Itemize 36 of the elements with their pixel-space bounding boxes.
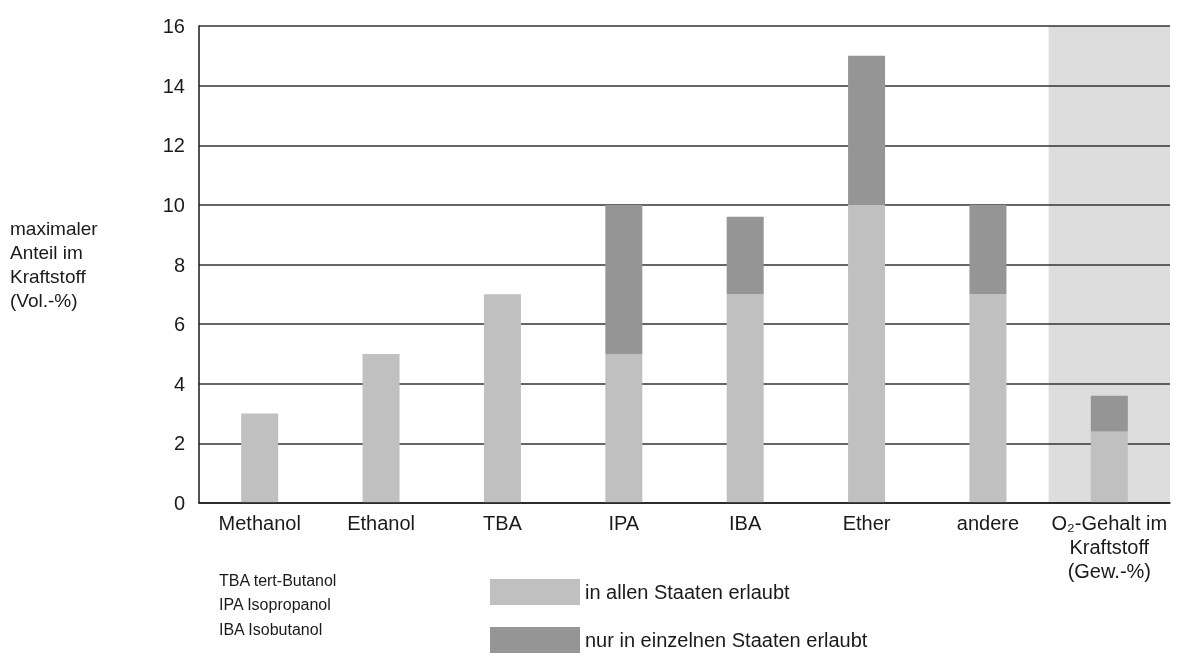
y-tick-label: 6 — [173, 313, 185, 336]
x-tick-label: O₂-Gehalt im Kraftstoff (Gew.-%) — [1051, 512, 1168, 582]
x-tick-label: Ether — [842, 512, 891, 534]
y-tick-label: 0 — [173, 492, 185, 514]
y-axis-title: maximaler Anteil im Kraftstoff (Vol.-%) — [10, 218, 99, 311]
bar — [483, 294, 521, 503]
x-tick-label: Methanol — [218, 512, 301, 534]
bar — [605, 204, 643, 354]
text: IBA Isobutanol — [219, 620, 323, 638]
bar — [969, 294, 1007, 503]
bar — [969, 204, 1007, 295]
bar — [848, 55, 886, 205]
bar — [241, 413, 279, 503]
bar — [726, 294, 764, 503]
y-tick-label: 16 — [162, 15, 185, 37]
legend-label: in allen Staaten erlaubt — [585, 581, 791, 603]
bar — [605, 353, 643, 503]
x-tick-label: TBA — [482, 512, 523, 534]
bar — [726, 216, 764, 295]
bar — [848, 204, 886, 503]
text: IPA Isopropanol — [219, 596, 331, 613]
bar — [1090, 395, 1128, 432]
text: TBA tert-Butanol — [219, 571, 337, 589]
x-tick-label: andere — [956, 512, 1020, 534]
bar — [362, 353, 400, 503]
x-tick-label: IBA — [729, 512, 762, 534]
y-tick-label: 12 — [162, 134, 185, 157]
y-tick-label: 8 — [173, 253, 185, 276]
x-tick-label: IPA — [608, 512, 640, 534]
x-tick-label: Ethanol — [347, 512, 415, 534]
bar — [1090, 431, 1128, 503]
y-tick-label: 14 — [162, 74, 185, 97]
legend-label: nur in einzelnen Staaten erlaubt — [585, 629, 868, 651]
y-tick-label: 2 — [173, 432, 185, 455]
y-tick-label: 4 — [173, 372, 185, 395]
y-tick-label: 10 — [162, 193, 185, 216]
